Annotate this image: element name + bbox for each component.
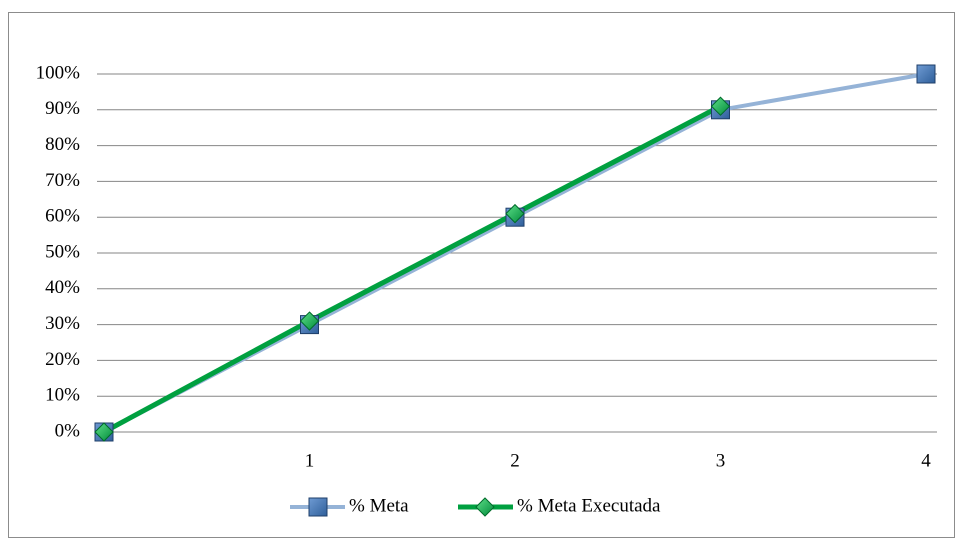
y-tick-label: 70% (45, 170, 80, 191)
y-tick-label: 10% (45, 385, 80, 406)
point-marker (94, 422, 114, 442)
series-line (102, 104, 722, 435)
y-tick-label: 100% (36, 62, 81, 83)
y-tick-label: 0% (55, 420, 81, 441)
y-tick-label: 30% (45, 313, 80, 334)
y-tick-label: 90% (45, 98, 80, 119)
x-tick-label: 3 (716, 450, 726, 471)
y-tick-label: 80% (45, 134, 80, 155)
y-tick-label: 20% (45, 349, 80, 370)
point-marker (710, 96, 731, 116)
point-marker (916, 64, 936, 84)
y-tick-label: 40% (45, 277, 80, 298)
legend-marker (308, 497, 328, 517)
legend-label: % Meta (349, 495, 409, 516)
point-marker (299, 311, 320, 331)
y-tick-label: 60% (45, 206, 80, 227)
legend-label: % Meta Executada (517, 495, 661, 516)
point-marker (505, 203, 525, 224)
y-tick-label: 50% (45, 241, 80, 262)
chart-border (8, 12, 955, 538)
x-tick-label: 2 (510, 450, 520, 471)
legend-marker (475, 497, 495, 517)
x-tick-label: 1 (305, 450, 315, 471)
x-tick-label: 4 (921, 450, 931, 471)
